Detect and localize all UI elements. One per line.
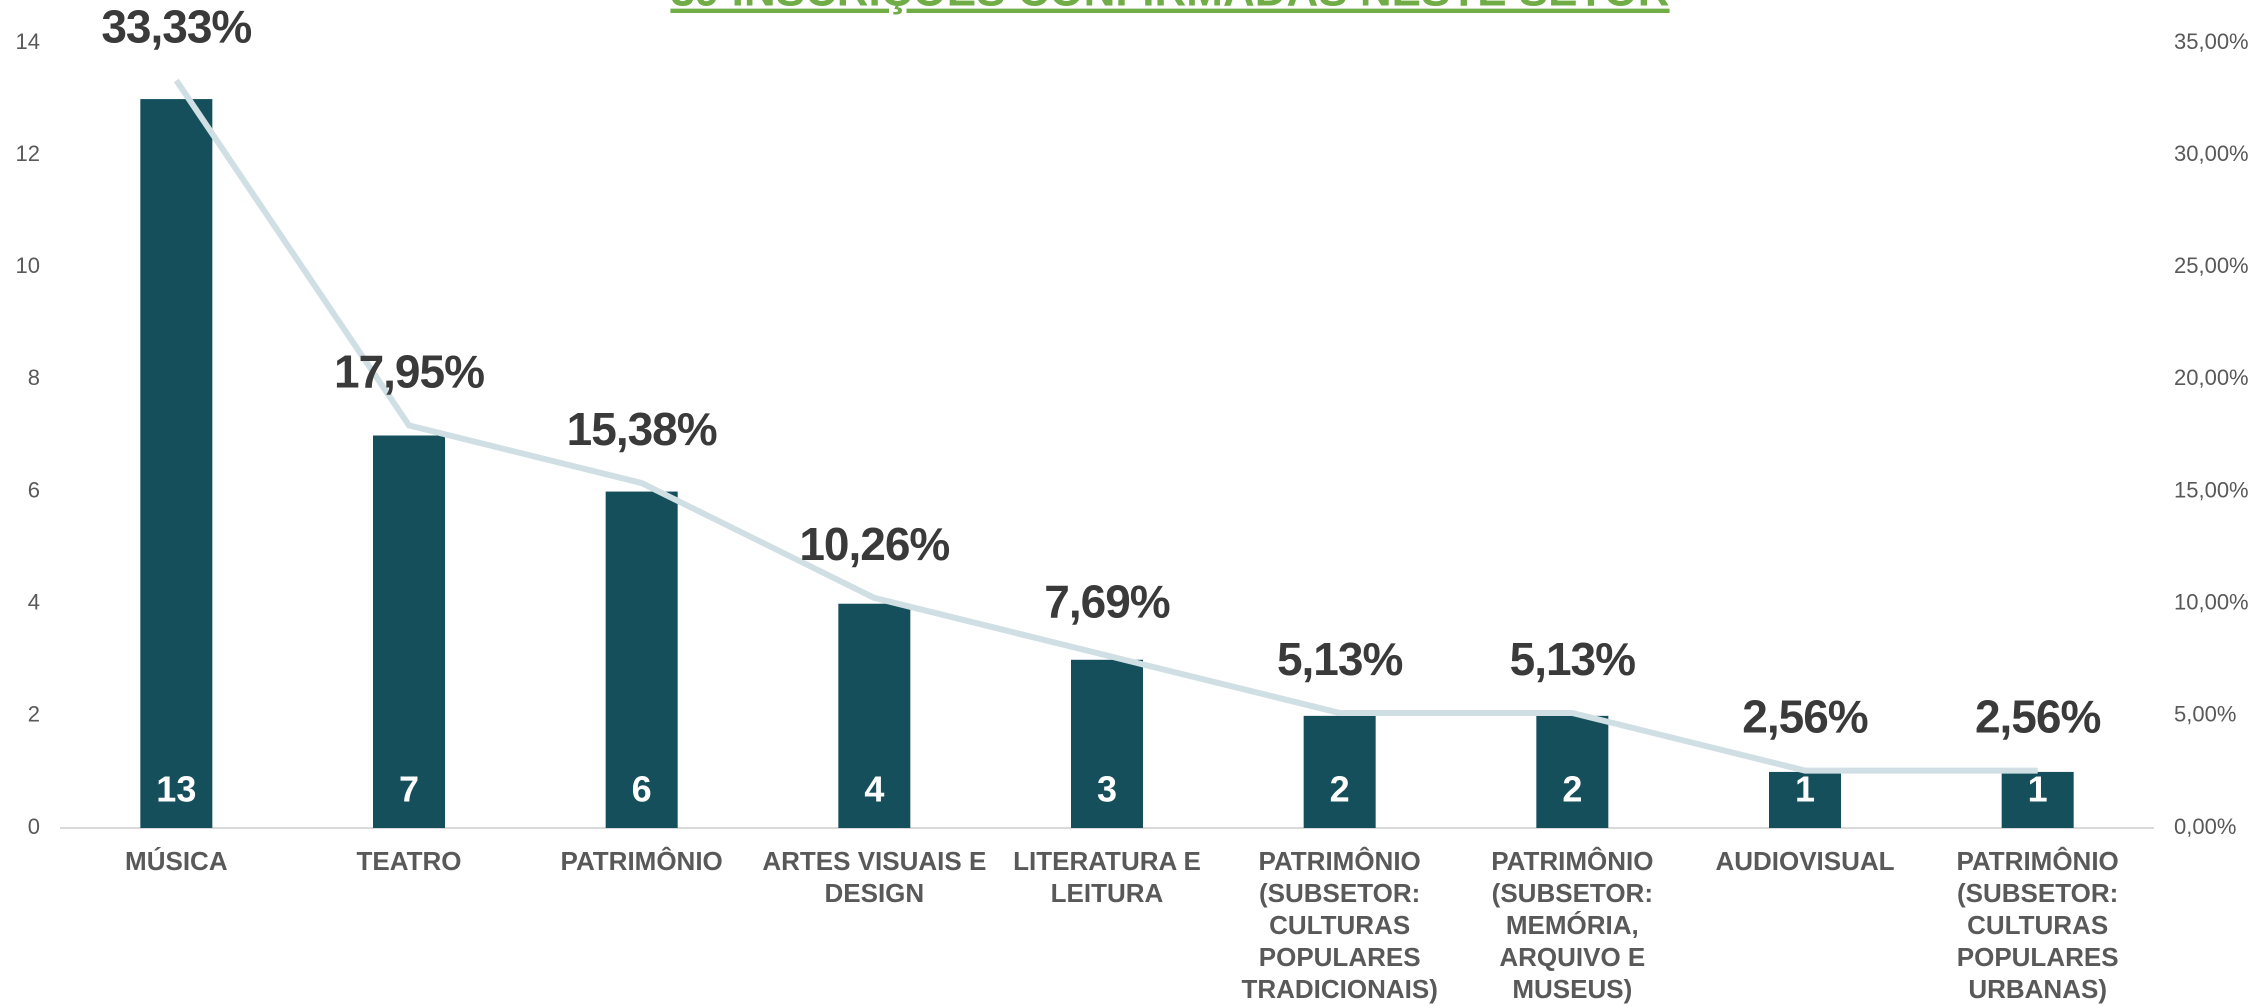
bar	[2001, 771, 2074, 828]
bar-value-label: 1	[2028, 769, 2048, 810]
bar	[838, 603, 911, 828]
bar-value-label: 13	[156, 769, 196, 810]
line-value-label: 17,95%	[334, 346, 484, 398]
y2-tick-label: 15,00%	[2174, 477, 2249, 502]
x-tick-label: PATRIMÔNIO (SUBSETOR: MEMÓRIA, ARQUIVO E…	[1491, 846, 1654, 1004]
bar-value-label: 7	[399, 769, 419, 810]
x-tick-label: AUDIOVISUAL	[1715, 846, 1895, 876]
bar-value-label: 3	[1097, 769, 1117, 810]
y2-tick-label: 25,00%	[2174, 253, 2249, 278]
line-value-label: 2,56%	[1742, 691, 1868, 743]
bar	[1071, 659, 1143, 828]
bar	[373, 435, 445, 828]
y-tick-label: 6	[28, 477, 40, 502]
y-tick-label: 2	[28, 702, 40, 727]
x-tick-label: ARTES VISUAIS E DESIGN	[762, 846, 987, 908]
bar	[605, 491, 678, 828]
line-value-label: 7,69%	[1044, 576, 1170, 628]
bar	[1536, 715, 1609, 828]
y2-tick-label: 20,00%	[2174, 365, 2249, 390]
y2-tick-label: 30,00%	[2174, 141, 2249, 166]
x-tick-label: PATRIMÔNIO	[560, 846, 723, 876]
y2-tick-label: 5,00%	[2174, 702, 2236, 727]
line	[173, 78, 2038, 774]
bar	[1303, 715, 1376, 828]
y-tick-label: 12	[16, 141, 40, 166]
bar-value-label: 4	[864, 769, 884, 810]
y2-tick-label: 35,00%	[2174, 29, 2249, 54]
y-tick-label: 4	[28, 590, 40, 615]
x-tick-label: MÚSICA	[125, 846, 228, 876]
bar-value-label: 6	[632, 769, 652, 810]
bar-value-label: 2	[1562, 769, 1582, 810]
bar-value-label: 2	[1330, 769, 1350, 810]
line-value-label: 5,13%	[1510, 633, 1636, 685]
y-tick-label: 0	[28, 814, 40, 839]
x-tick-label: PATRIMÔNIO (SUBSETOR: CULTURAS POPULARES…	[1241, 846, 1438, 1004]
bar-value-label: 1	[1795, 769, 1815, 810]
bar	[1769, 771, 1841, 828]
x-tick-label: LITERATURA E LEITURA	[1013, 846, 1201, 908]
y-tick-label: 8	[28, 365, 40, 390]
x-tick-label: TEATRO	[356, 846, 462, 876]
bar	[140, 99, 213, 829]
x-tick-label: PATRIMÔNIO (SUBSETOR: CULTURAS POPULARES…	[1956, 846, 2119, 1004]
y-tick-label: 14	[16, 29, 40, 54]
y2-tick-label: 10,00%	[2174, 590, 2249, 615]
y-tick-label: 10	[16, 253, 40, 278]
chart-title: 39 INSCRIÇÕES CONFIRMADAS NESTE SETOR	[670, 0, 1669, 16]
line-value-label: 2,56%	[1975, 691, 2101, 743]
line-value-label: 33,33%	[101, 1, 251, 53]
y2-tick-label: 0,00%	[2174, 814, 2236, 839]
line-value-label: 5,13%	[1277, 633, 1403, 685]
line-value-label: 10,26%	[799, 518, 949, 570]
line-value-label: 15,38%	[567, 403, 717, 455]
